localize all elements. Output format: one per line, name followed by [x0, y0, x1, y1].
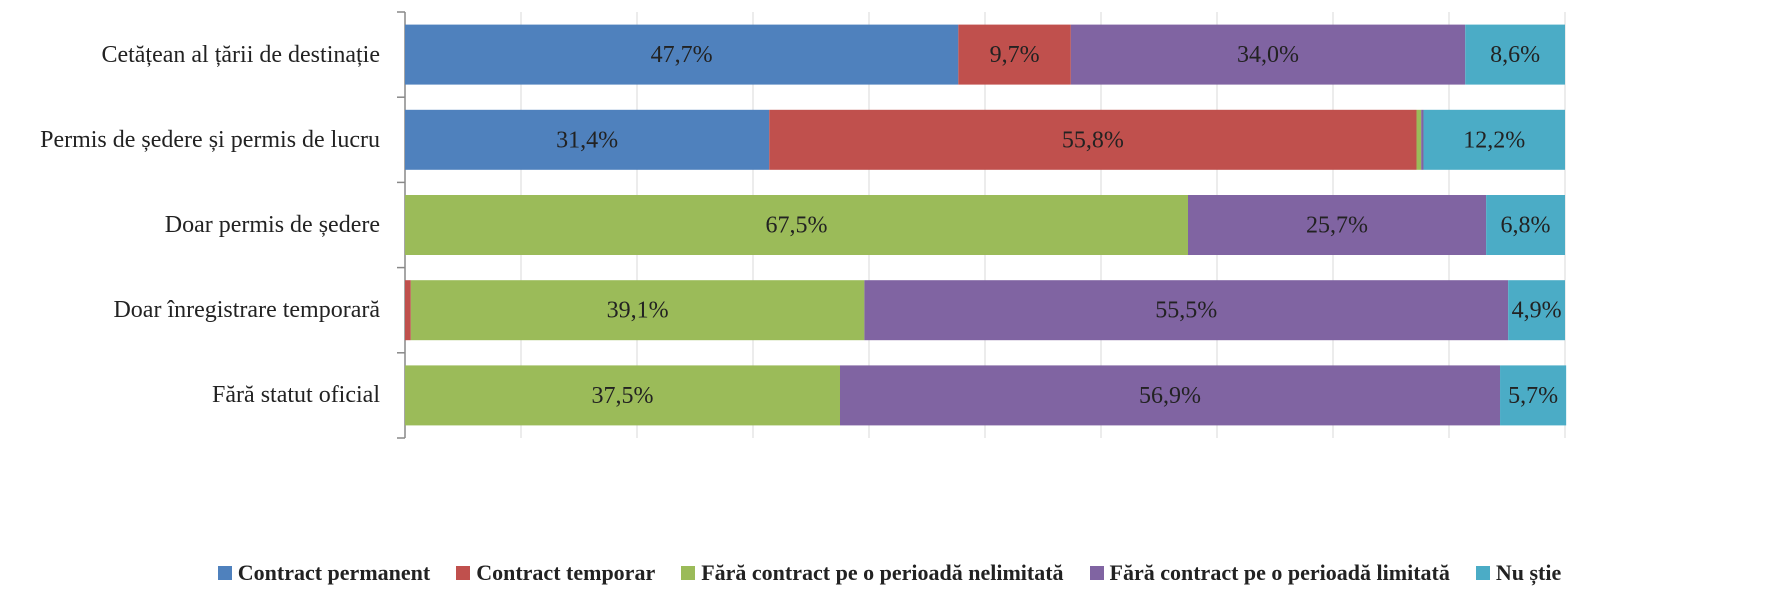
bar-segment	[1423, 109, 1565, 170]
bar-segment	[1421, 109, 1424, 170]
bar-segment	[405, 195, 1188, 255]
data-label: 6,8%	[1501, 213, 1551, 239]
data-label: 31,4%	[556, 127, 618, 153]
bar-segment	[958, 24, 1071, 85]
legend-label: Contract temporar	[476, 560, 656, 585]
legend-item: Fără contract pe o perioadă nelimitată	[681, 560, 1064, 586]
category-label: Fără statut oficial	[212, 382, 380, 409]
data-label: 5,7%	[1508, 383, 1558, 409]
data-label: 39,1%	[607, 298, 669, 324]
bar-segment	[840, 365, 1501, 426]
data-label: 12,2%	[1463, 127, 1525, 153]
category-label: Doar înregistrare temporară	[113, 297, 380, 324]
category-label: Permis de ședere și permis de lucru	[40, 126, 380, 153]
legend-swatch	[1475, 566, 1490, 580]
bar-segment	[1465, 24, 1565, 85]
bar-segment	[1416, 109, 1422, 170]
data-label: 9,7%	[990, 42, 1040, 68]
bar-segment	[410, 280, 865, 341]
bar-segment	[405, 365, 840, 426]
data-label: 25,7%	[1306, 213, 1368, 239]
data-label: 55,5%	[1155, 298, 1217, 324]
legend-label: Fără contract pe o perioadă nelimitată	[701, 560, 1064, 585]
legend-label: Fără contract pe o perioadă limitată	[1109, 560, 1450, 585]
legend-swatch	[217, 566, 232, 580]
bar-segment	[769, 109, 1417, 170]
legend-swatch	[1089, 566, 1104, 580]
legend-swatch	[456, 566, 471, 580]
bar-segment	[1486, 195, 1565, 255]
data-label: 47,7%	[651, 42, 713, 68]
bar-segment	[864, 280, 1509, 341]
bar-segment	[405, 280, 411, 341]
bar-segment	[1188, 195, 1487, 255]
data-label: 34,0%	[1237, 42, 1299, 68]
data-label: 4,9%	[1512, 298, 1562, 324]
legend: Contract permanent Contract temporar Fără …	[0, 560, 1779, 586]
legend-label: Nu știe	[1495, 560, 1562, 585]
legend-item: Fără contract pe o perioadă limitată	[1089, 560, 1450, 586]
bar-segment	[405, 24, 959, 85]
category-label: Cetățean al țării de destinație	[101, 41, 380, 68]
data-label: 37,5%	[592, 383, 654, 409]
data-label: 56,9%	[1139, 383, 1201, 409]
bar-segment	[1500, 365, 1567, 426]
legend-swatch	[681, 566, 696, 580]
data-label: 55,8%	[1062, 127, 1124, 153]
bar-segment	[405, 109, 770, 170]
legend-item: Contract permanent	[217, 560, 431, 586]
data-label: 67,5%	[766, 213, 828, 239]
data-label: 8,6%	[1490, 42, 1540, 68]
category-label: Doar permis de ședere	[164, 212, 380, 238]
bar-segment	[1070, 24, 1466, 85]
legend-item: Contract temporar	[456, 560, 655, 586]
legend-item: Nu știe	[1475, 560, 1562, 586]
legend-label: Contract permanent	[237, 560, 431, 585]
bar-segment	[1508, 280, 1565, 341]
